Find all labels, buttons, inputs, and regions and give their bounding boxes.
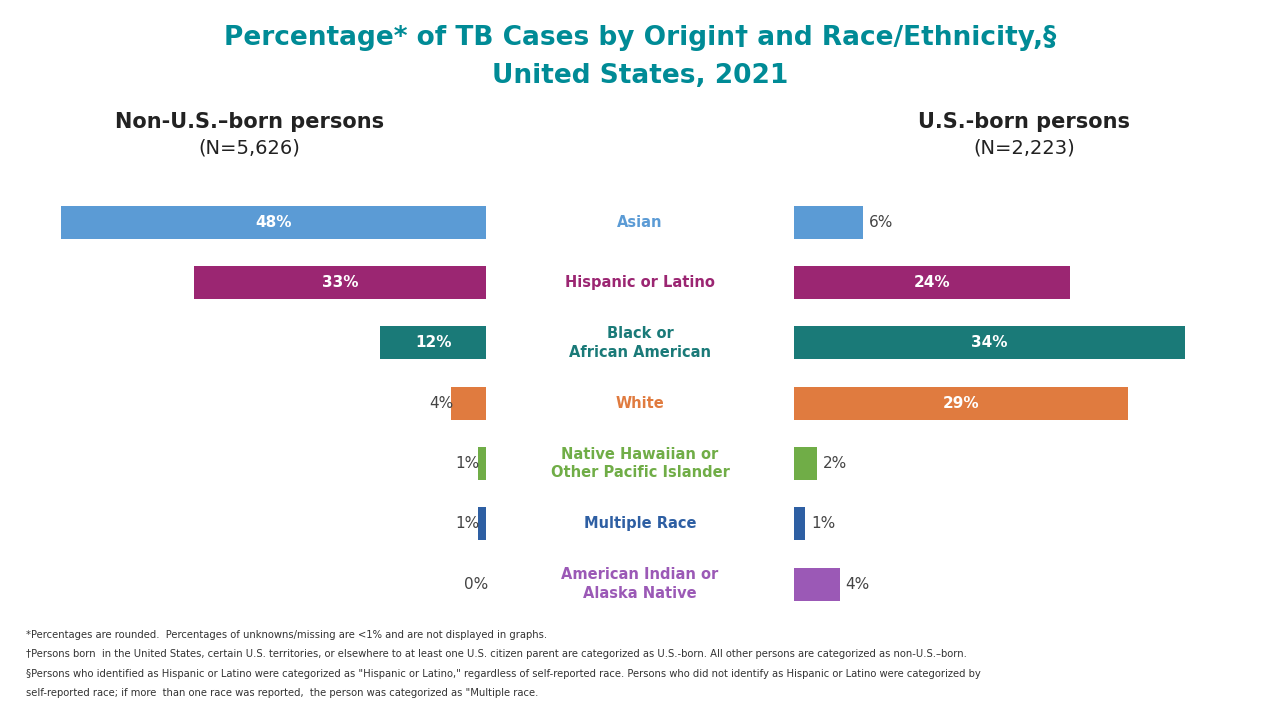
Text: 6%: 6% [869,215,893,230]
Text: 24%: 24% [914,275,950,290]
Text: United States, 2021: United States, 2021 [492,63,788,89]
Text: 1%: 1% [812,516,835,531]
Text: Hispanic or Latino: Hispanic or Latino [564,275,716,290]
Bar [794,508,805,541]
Bar [477,447,486,480]
Text: 2%: 2% [823,456,846,471]
Text: 1%: 1% [456,456,479,471]
Text: 4%: 4% [429,396,453,410]
Text: Percentage* of TB Cases by Origin† and Race/Ethnicity,§: Percentage* of TB Cases by Origin† and R… [224,25,1056,51]
Text: 29%: 29% [942,396,979,410]
Text: (N=5,626): (N=5,626) [198,138,301,157]
Text: 1%: 1% [456,516,479,531]
Bar [451,387,486,420]
Text: †Persons born  in the United States, certain U.S. territories, or elsewhere to a: †Persons born in the United States, cert… [26,649,966,660]
Text: 12%: 12% [415,336,452,351]
Text: §Persons who identified as Hispanic or Latino were categorized as "Hispanic or L: §Persons who identified as Hispanic or L… [26,669,980,679]
Text: 4%: 4% [846,577,869,592]
Text: (N=2,223): (N=2,223) [973,138,1075,157]
Text: *Percentages are rounded.  Percentages of unknowns/missing are <1% and are not d: *Percentages are rounded. Percentages of… [26,630,547,640]
Bar [794,206,863,239]
Text: Native Hawaiian or
Other Pacific Islander: Native Hawaiian or Other Pacific Islande… [550,446,730,480]
Bar [794,266,1070,299]
Text: 48%: 48% [256,215,292,230]
Bar [794,447,817,480]
Bar [195,266,486,299]
Bar [477,508,486,541]
Text: U.S.-born persons: U.S.-born persons [918,112,1130,132]
Text: Asian: Asian [617,215,663,230]
Text: self-reported race; if more  than one race was reported,  the person was categor: self-reported race; if more than one rac… [26,688,538,698]
Text: 33%: 33% [323,275,358,290]
Text: White: White [616,396,664,410]
Bar [380,326,486,359]
Text: American Indian or
Alaska Native: American Indian or Alaska Native [562,567,718,601]
Bar [794,567,840,600]
Bar [794,326,1185,359]
Bar [61,206,486,239]
Text: Non-U.S.–born persons: Non-U.S.–born persons [115,112,384,132]
Text: Black or
African American: Black or African American [570,326,710,360]
Bar [794,387,1128,420]
Text: Multiple Race: Multiple Race [584,516,696,531]
Text: 0%: 0% [463,577,488,592]
Text: 34%: 34% [972,336,1007,351]
